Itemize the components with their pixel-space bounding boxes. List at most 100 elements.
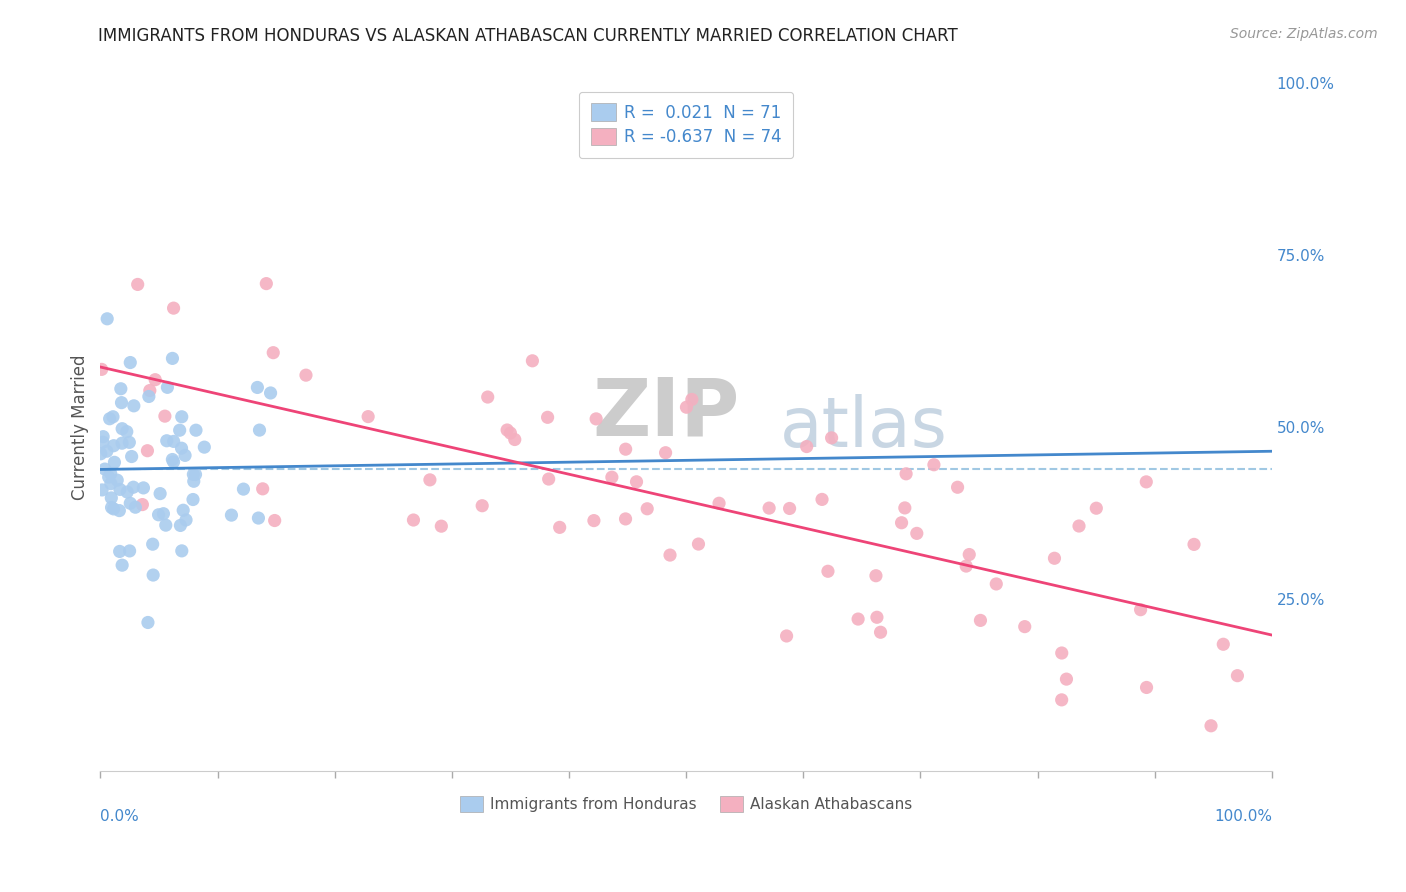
Point [100, 476, 122, 491]
Point [153, 409, 176, 424]
Point [1135, 681, 1157, 695]
Point [115, 485, 138, 500]
Point [969, 614, 991, 628]
Point [263, 514, 285, 528]
Point [136, 615, 159, 630]
Point [184, 423, 207, 437]
Y-axis label: Currently Married: Currently Married [72, 354, 89, 500]
Point [91, 483, 114, 497]
Point [181, 492, 204, 507]
Point [499, 425, 522, 440]
Point [100, 491, 122, 505]
Point [419, 473, 441, 487]
Point [654, 446, 676, 460]
Point [155, 518, 177, 533]
Point [890, 516, 912, 530]
Point [1226, 668, 1249, 682]
Point [121, 450, 143, 464]
Point [232, 482, 254, 496]
Point [796, 440, 818, 454]
Point [247, 511, 270, 525]
Point [162, 452, 184, 467]
Point [108, 544, 131, 558]
Legend: Immigrants from Honduras, Alaskan Athabascans: Immigrants from Honduras, Alaskan Athaba… [454, 789, 918, 818]
Point [1054, 672, 1077, 686]
Point [156, 380, 179, 394]
Point [183, 475, 205, 489]
Point [246, 380, 269, 394]
Point [118, 435, 141, 450]
Point [103, 439, 125, 453]
Text: Source: ZipAtlas.com: Source: ZipAtlas.com [1230, 27, 1378, 41]
Point [357, 409, 380, 424]
Point [659, 548, 682, 562]
Point [108, 483, 131, 497]
Point [986, 577, 1008, 591]
Point [90, 447, 112, 461]
Point [295, 368, 318, 383]
Point [905, 526, 928, 541]
Point [1085, 501, 1108, 516]
Point [894, 500, 917, 515]
Point [170, 441, 193, 455]
Point [132, 481, 155, 495]
Point [1135, 475, 1157, 489]
Point [496, 423, 519, 437]
Point [537, 472, 560, 486]
Point [1067, 519, 1090, 533]
Point [675, 401, 697, 415]
Point [707, 496, 730, 510]
Point [136, 443, 159, 458]
Point [869, 625, 891, 640]
Point [681, 392, 703, 407]
Point [90, 362, 112, 376]
Point [156, 434, 179, 448]
Point [143, 373, 166, 387]
Point [100, 500, 122, 515]
Point [162, 301, 184, 315]
Point [131, 498, 153, 512]
Point [94, 462, 117, 476]
Point [866, 610, 889, 624]
Point [254, 277, 277, 291]
Point [142, 537, 165, 551]
Point [138, 389, 160, 403]
Point [120, 355, 142, 369]
Point [955, 559, 977, 574]
Point [142, 568, 165, 582]
Point [503, 433, 526, 447]
Point [111, 422, 134, 436]
Point [115, 425, 138, 439]
Point [626, 475, 648, 489]
Point [111, 436, 134, 450]
Point [817, 564, 839, 578]
Point [103, 502, 125, 516]
Point [402, 513, 425, 527]
Point [96, 444, 118, 458]
Point [118, 544, 141, 558]
Point [894, 467, 917, 481]
Point [183, 467, 205, 482]
Point [184, 467, 207, 482]
Text: ZIP: ZIP [592, 375, 740, 452]
Point [221, 508, 243, 522]
Point [110, 395, 132, 409]
Point [600, 470, 623, 484]
Point [259, 386, 281, 401]
Text: 0.0%: 0.0% [100, 808, 139, 823]
Point [1050, 646, 1073, 660]
Point [139, 384, 162, 398]
Point [110, 382, 132, 396]
Point [1129, 603, 1152, 617]
Point [585, 412, 607, 426]
Point [98, 411, 121, 425]
Point [946, 480, 969, 494]
Point [103, 455, 125, 469]
Point [779, 501, 801, 516]
Point [1050, 693, 1073, 707]
Point [262, 345, 284, 359]
Point [477, 390, 499, 404]
Point [957, 548, 980, 562]
Point [169, 518, 191, 533]
Point [120, 496, 142, 510]
